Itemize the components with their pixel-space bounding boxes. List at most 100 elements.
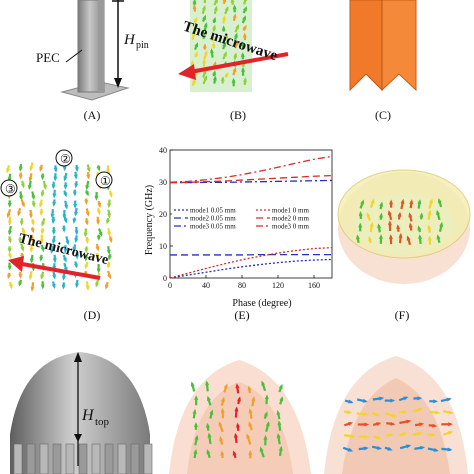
field-arrowhead (387, 209, 392, 216)
field-arrowhead (30, 286, 35, 292)
field-arrowhead (50, 213, 55, 219)
field-arrowhead (231, 77, 236, 83)
field-arrowhead (40, 175, 45, 181)
legend-entry: mode1 0 mm (272, 207, 309, 215)
field-arrowhead (7, 265, 12, 271)
field-arrowhead (220, 396, 225, 403)
field-arrowhead (28, 275, 33, 281)
field-arrowhead (243, 0, 248, 2)
field-arrowhead (8, 230, 12, 236)
field-arrowhead (63, 218, 68, 224)
field-arrowhead (406, 444, 412, 449)
pec-pointer-line (65, 49, 83, 63)
field-arrowhead (418, 234, 423, 240)
field-arrowhead (201, 4, 206, 11)
field-arrowhead (436, 209, 440, 216)
field-arrowhead (388, 433, 394, 438)
field-arrowhead (278, 445, 283, 451)
y-tick-label: 10 (159, 242, 167, 251)
field-arrowhead (194, 42, 199, 48)
field-arrowhead (107, 213, 111, 219)
field-arrowhead (205, 422, 210, 428)
field-arrowhead (398, 232, 403, 238)
field-arrowhead (19, 195, 23, 201)
field-arrowhead (213, 5, 218, 11)
field-arrowhead (406, 419, 412, 424)
field-arrowhead (73, 204, 78, 209)
field-arrowhead (202, 14, 206, 21)
series-line-6 (169, 155, 333, 183)
field-arrowhead (74, 238, 79, 244)
dome-body (10, 352, 150, 474)
field-arrowhead (232, 13, 237, 19)
panel-f: (F) (330, 140, 474, 330)
field-arrowhead (51, 184, 56, 190)
field-arrowhead (51, 219, 56, 225)
field-arrowhead (248, 408, 253, 414)
field-arrowhead (96, 166, 101, 172)
series-line-4 (169, 246, 333, 279)
field-arrowhead (51, 283, 56, 290)
field-arrowhead (97, 202, 102, 209)
panel-e: 0 40 80 120 160 0 10 20 30 40 mode1 0.05 mm mode2 … (140, 140, 340, 330)
caption-e: (E) (234, 308, 250, 322)
field-arrowhead (51, 230, 56, 236)
field-arrowhead (376, 445, 383, 450)
field-arrowhead (30, 220, 35, 226)
field-arrowhead (107, 274, 112, 280)
caption-a: (A) (83, 108, 101, 122)
field-arrowhead (74, 167, 79, 173)
field-arrowhead (63, 192, 67, 198)
field-arrowhead (21, 202, 25, 208)
field-arrowhead (347, 422, 354, 426)
field-arrowhead (242, 15, 246, 21)
field-arrowhead (29, 166, 34, 172)
field-arrowhead (446, 397, 452, 402)
field-arrowhead (279, 396, 284, 402)
field-arrowhead (106, 249, 111, 255)
field-arrowhead (85, 239, 90, 245)
field-arrowhead (194, 395, 199, 400)
field-arrowhead (106, 169, 111, 175)
field-arrowhead (94, 195, 99, 201)
field-arrowhead (259, 446, 264, 452)
hpin-label: H (123, 32, 136, 48)
field-arrowhead (435, 410, 441, 415)
field-arrowhead (439, 221, 444, 227)
field-arrowhead (240, 52, 245, 57)
field-arrowhead (209, 409, 214, 415)
legend-entry: mode2 0 mm (272, 215, 309, 223)
field-arrowhead (220, 76, 225, 82)
field-arrowhead (230, 0, 235, 3)
field-arrowhead (27, 184, 32, 191)
field-arrowhead (212, 61, 217, 67)
hpin-label-sub: pin (136, 40, 149, 51)
field-arrowhead (237, 396, 241, 402)
field-arrowhead (358, 222, 363, 228)
dome-ridge (104, 443, 114, 474)
field-arrowhead (85, 211, 90, 217)
field-arrowhead (18, 238, 23, 244)
field-arrowhead (21, 229, 26, 236)
field-arrowhead (73, 174, 78, 180)
field-arrowhead (219, 435, 224, 442)
field-arrowhead (233, 32, 238, 38)
field-arrowhead (7, 274, 12, 280)
pin-field-markers-illustration: ② ① ③ The microwave (0, 149, 113, 292)
y-axis-label: Frequency (GHz) (144, 185, 155, 255)
field-arrowhead (278, 383, 283, 390)
caption-f: (F) (394, 308, 410, 322)
field-arrowhead (212, 70, 217, 76)
field-arrowhead (84, 264, 89, 270)
panel-c: (C) (320, 0, 474, 125)
field-arrowhead (51, 239, 56, 245)
field-arrowhead (96, 268, 101, 274)
field-arrowhead (61, 284, 66, 290)
marker-1-label: ① (100, 174, 111, 188)
marker-2-label: ② (60, 152, 71, 166)
field-arrowhead (72, 218, 77, 224)
field-arrowhead (202, 43, 207, 49)
field-arrowhead (251, 396, 256, 402)
field-arrowhead (263, 411, 268, 417)
